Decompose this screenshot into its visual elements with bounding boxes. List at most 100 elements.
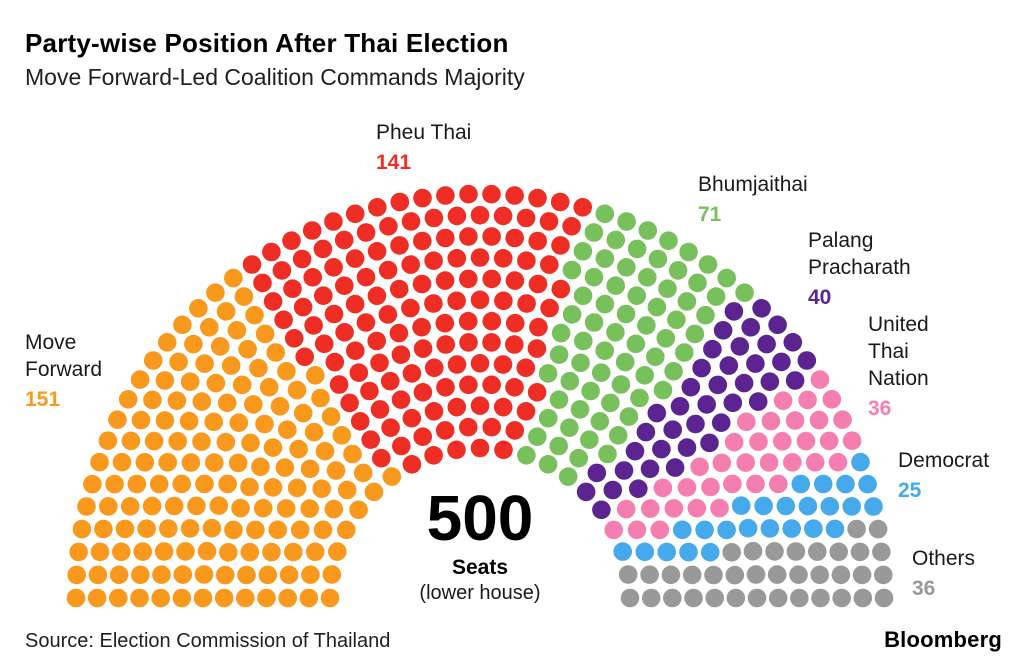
seat-dot — [192, 392, 212, 411]
seat-dot — [370, 400, 390, 419]
seat-dot — [304, 316, 323, 335]
seat-dot — [569, 448, 588, 468]
seat-dot — [684, 588, 703, 608]
seat-dot — [158, 453, 177, 472]
seat-dot — [611, 375, 631, 394]
seat-dot — [152, 565, 171, 584]
label-bhumjaithai: Bhumjaithai 71 — [698, 172, 808, 229]
seat-dot — [822, 390, 842, 409]
seat-dot — [167, 391, 187, 411]
seat-dot — [459, 269, 478, 289]
label-pheu-thai: Pheu Thai 141 — [376, 120, 471, 177]
seat-dot — [601, 393, 620, 413]
seat-dot — [311, 388, 330, 408]
seat-dot — [382, 467, 402, 486]
seat-dot — [337, 480, 357, 500]
seat-dot — [350, 412, 370, 431]
seat-dot — [149, 474, 169, 494]
seat-dot — [872, 542, 891, 562]
seat-dot — [379, 217, 398, 236]
seat-dot — [759, 453, 779, 472]
seat-dot — [749, 432, 768, 452]
seat-dot — [573, 198, 592, 217]
seat-dot — [656, 329, 676, 348]
seat-dot — [224, 268, 243, 288]
seat-dot — [109, 588, 128, 608]
seat-dot — [228, 453, 248, 473]
seat-dot — [550, 192, 570, 212]
seat-dot — [493, 397, 513, 417]
seat-dot — [679, 542, 698, 562]
seat-dot — [312, 479, 332, 499]
seat-dot — [782, 519, 801, 538]
seat-dot — [570, 400, 590, 419]
seat-dot — [538, 455, 558, 474]
seat-dot — [135, 453, 155, 472]
seat-dot — [470, 290, 490, 310]
seat-dot — [505, 378, 524, 397]
seat-dot — [447, 355, 467, 374]
seat-dot — [516, 208, 536, 228]
seat-dot — [573, 242, 593, 261]
seat-dot — [447, 248, 467, 268]
seat-dot — [253, 273, 272, 293]
seat-dot — [251, 457, 270, 477]
seat-dot — [356, 267, 376, 287]
seat-dot — [130, 588, 149, 608]
seat-dot — [874, 588, 894, 608]
label-democrat: Democrat 25 — [898, 448, 989, 505]
seat-dot — [842, 431, 862, 451]
seat-dot — [617, 212, 636, 231]
seat-dot — [625, 441, 645, 461]
seat-dot — [218, 474, 237, 494]
seat-dot — [195, 474, 214, 494]
seat-dot — [236, 588, 255, 608]
seat-dot — [263, 292, 283, 311]
party-seat-count: 40 — [808, 285, 832, 309]
seat-dot — [562, 217, 581, 236]
seat-dot — [370, 353, 389, 373]
seat-dot — [324, 499, 344, 519]
seat-dot — [748, 392, 768, 411]
seat-dot — [842, 497, 861, 516]
seat-dot — [494, 291, 513, 311]
seat-dot — [240, 477, 259, 497]
seat-dot — [180, 372, 200, 392]
seat-dot — [313, 520, 333, 540]
seat-dot — [653, 478, 673, 498]
seat-dot — [90, 452, 109, 472]
seat-dot — [560, 418, 579, 438]
seat-dot — [287, 380, 307, 400]
seat-dot — [216, 302, 236, 321]
party-seat-count: 36 — [912, 576, 936, 600]
seat-dot — [746, 354, 765, 373]
seat-dot — [851, 452, 870, 472]
seat-dot — [401, 298, 420, 318]
seat-dot — [736, 453, 755, 472]
total-seats-annotation: 500 Seats (lower house) — [375, 486, 585, 605]
seat-dot — [667, 310, 686, 330]
seat-dot — [785, 371, 805, 390]
seat-dot — [641, 588, 661, 608]
seat-dot — [646, 347, 665, 367]
seat-dot — [868, 519, 888, 539]
seat-dot — [595, 294, 615, 314]
seat-dot — [268, 520, 288, 540]
seat-dot — [482, 375, 501, 395]
seat-dot — [516, 358, 536, 378]
seat-dot — [735, 283, 754, 303]
party-seat-count: 141 — [376, 150, 412, 174]
party-name: Palang Pracharath — [808, 229, 911, 279]
seat-dot — [505, 271, 525, 290]
seat-dot — [741, 318, 760, 337]
seat-dot — [791, 474, 811, 494]
seat-dot — [143, 390, 162, 410]
seat-dot — [769, 474, 788, 494]
seat-dot — [833, 410, 852, 430]
seat-dot — [67, 565, 86, 585]
seat-dot — [626, 334, 646, 354]
seat-dot — [664, 362, 683, 381]
seat-dot — [98, 431, 118, 451]
seat-dot — [204, 412, 223, 432]
seat-dot — [551, 236, 570, 255]
